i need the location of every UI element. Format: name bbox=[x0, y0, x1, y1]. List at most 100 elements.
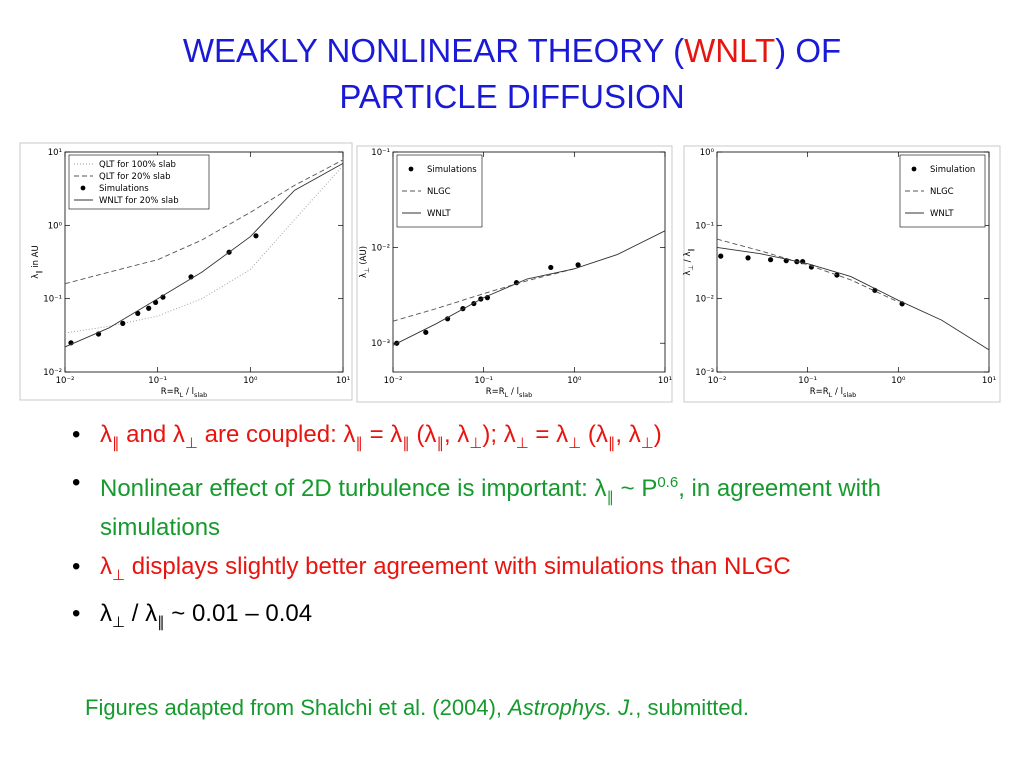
x-tick-label: 10⁻¹ bbox=[798, 376, 817, 386]
title-text: WEAKLY NONLINEAR THEORY ( bbox=[182, 32, 685, 69]
x-tick-label: 10⁻² bbox=[708, 376, 727, 386]
text-part: ∥ bbox=[112, 434, 120, 452]
label-part: slab bbox=[194, 391, 207, 399]
text-part: ); λ bbox=[482, 421, 516, 448]
label-part: / λ bbox=[683, 252, 693, 265]
text-part: ∥ bbox=[436, 434, 444, 452]
x-tick-label: 10⁻¹ bbox=[474, 376, 493, 386]
text-part: ⊥ bbox=[515, 434, 529, 452]
y-tick-label: 10⁻¹ bbox=[695, 221, 714, 231]
y-tick-label: 10⁰ bbox=[48, 221, 63, 231]
legend-marker bbox=[408, 166, 414, 172]
label-part: R=R bbox=[161, 387, 180, 397]
caption: Figures adapted from Shalchi et al. (200… bbox=[85, 695, 749, 721]
label-part: slab bbox=[519, 391, 532, 399]
y-tick-label: 10⁻³ bbox=[695, 368, 714, 378]
label-part: slab bbox=[843, 391, 856, 399]
data-line bbox=[392, 230, 666, 346]
text-part: , in agreement with simulations bbox=[100, 474, 881, 541]
text-part: and λ bbox=[119, 421, 185, 448]
data-point bbox=[135, 310, 141, 316]
data-point bbox=[253, 233, 259, 239]
data-point bbox=[146, 305, 152, 311]
x-axis-label: R=RL / lslab bbox=[161, 387, 208, 399]
plot-area bbox=[64, 151, 344, 373]
x-axis-label: R=RL / lslab bbox=[486, 387, 533, 399]
x-tick-label: 10¹ bbox=[336, 376, 350, 386]
y-tick-label: 10⁻² bbox=[695, 295, 714, 305]
label-part: (AU) bbox=[359, 246, 369, 267]
legend-marker bbox=[80, 185, 86, 191]
text-part: 0.6 bbox=[657, 473, 679, 491]
plot-area bbox=[716, 151, 990, 373]
label-part: R=R bbox=[810, 387, 829, 397]
label-part: ⊥ bbox=[363, 267, 371, 273]
text-part: ∥ bbox=[355, 434, 363, 452]
x-tick-label: 10⁰ bbox=[567, 376, 582, 386]
y-tick-label: 10⁻³ bbox=[371, 339, 390, 349]
title-text: PARTICLE DIFFUSION bbox=[339, 78, 685, 115]
title-text: ) OF bbox=[775, 32, 842, 69]
data-point bbox=[718, 253, 724, 259]
text-part: Nonlinear effect of 2D turbulence is imp… bbox=[100, 474, 607, 502]
text-part: ⊥ bbox=[184, 434, 198, 452]
bullet: λ∥ and λ⊥ are coupled: λ∥ = λ∥ (λ∥, λ⊥);… bbox=[70, 420, 970, 459]
x-tick-label: 10⁻¹ bbox=[148, 376, 167, 386]
x-tick-label: 10⁻² bbox=[56, 376, 75, 386]
legend-label: Simulations bbox=[99, 184, 149, 194]
data-line bbox=[716, 246, 990, 351]
data-point bbox=[548, 264, 554, 271]
data-point bbox=[767, 257, 774, 263]
x-tick-label: 10⁻² bbox=[384, 376, 403, 386]
x-tick-label: 10⁰ bbox=[891, 376, 906, 386]
legend-label: WNLT for 20% slab bbox=[99, 196, 179, 206]
label-part: / l bbox=[832, 387, 843, 397]
text-part: , λ bbox=[615, 421, 641, 448]
text-part: ⊥ bbox=[568, 434, 582, 452]
data-line bbox=[64, 163, 344, 348]
y-axis-label: λ⊥ (AU) bbox=[359, 246, 371, 278]
label-part: λ bbox=[683, 271, 693, 276]
y-tick-label: 10¹ bbox=[48, 148, 62, 158]
x-axis-label: R=RL / lslab bbox=[810, 387, 857, 399]
text-part: ∥ bbox=[157, 614, 165, 632]
label-part: in AU bbox=[31, 245, 41, 270]
text-part: λ bbox=[100, 421, 112, 448]
text-part: displays slightly better agreement with … bbox=[125, 552, 791, 580]
x-tick-label: 10¹ bbox=[658, 376, 672, 386]
legend-label: QLT for 100% slab bbox=[99, 160, 176, 170]
text-part: are coupled: λ bbox=[197, 421, 356, 448]
data-line bbox=[392, 268, 575, 322]
y-tick-label: 10⁻¹ bbox=[43, 295, 62, 305]
legend-label: Simulations bbox=[427, 165, 477, 175]
text-part: , λ bbox=[443, 421, 470, 448]
text-part: ⊥ bbox=[469, 434, 483, 452]
text-part: , submitted. bbox=[635, 695, 749, 720]
text-part: = λ bbox=[528, 421, 569, 448]
text-part: ∥ bbox=[402, 434, 410, 452]
label-part: L bbox=[180, 391, 184, 399]
y-tick-label: 10⁻² bbox=[371, 244, 390, 254]
bullet: λ⊥ displays slightly better agreement wi… bbox=[70, 552, 970, 591]
data-point bbox=[120, 320, 126, 326]
y-axis-label: λ∥ in AU bbox=[31, 245, 43, 278]
slide-title: WEAKLY NONLINEAR THEORY (WNLT) OF PARTIC… bbox=[0, 28, 1024, 120]
text-part: ~ 0.01 – 0.04 bbox=[164, 600, 313, 628]
data-point bbox=[745, 255, 751, 261]
data-point bbox=[423, 329, 429, 335]
title-highlight: WNLT bbox=[684, 32, 776, 69]
data-point bbox=[834, 272, 840, 278]
legend-label: QLT for 20% slab bbox=[99, 172, 171, 182]
text-part: (λ bbox=[581, 421, 608, 448]
legend-marker bbox=[911, 166, 917, 172]
label-part: λ bbox=[31, 274, 41, 279]
y-tick-label: 10⁻² bbox=[43, 368, 62, 378]
text-part: ∥ bbox=[606, 488, 614, 506]
bullet-list: λ∥ and λ⊥ are coupled: λ∥ = λ∥ (λ∥, λ⊥);… bbox=[70, 420, 970, 647]
label-part: ⊥ bbox=[687, 265, 695, 271]
data-line bbox=[64, 159, 344, 285]
text-part: ) bbox=[653, 421, 662, 448]
label-part: ∥ bbox=[35, 270, 43, 273]
